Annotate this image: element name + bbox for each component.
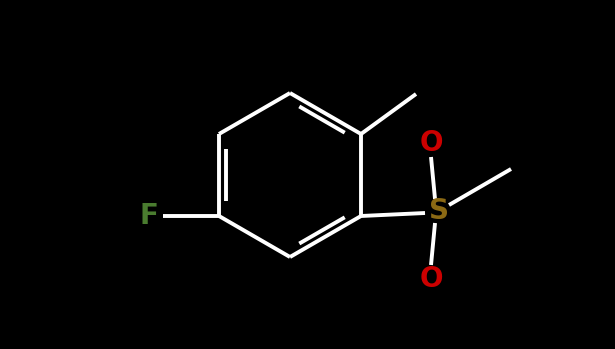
Text: F: F — [140, 202, 159, 230]
Text: O: O — [419, 129, 443, 157]
Text: S: S — [429, 197, 449, 225]
Text: O: O — [419, 265, 443, 293]
